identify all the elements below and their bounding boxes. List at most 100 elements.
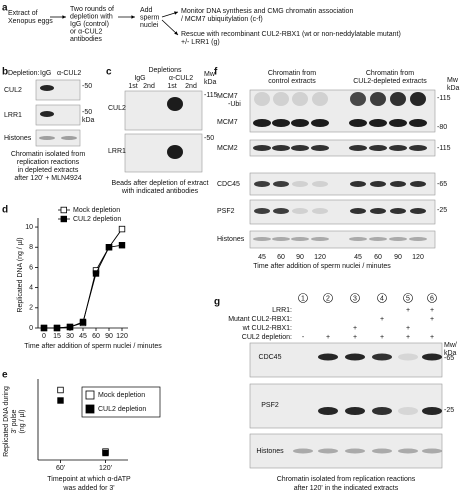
legend-label: CUL2 depletion: [98, 406, 146, 413]
blot-band: [422, 353, 442, 361]
row-label: MCM2: [217, 145, 238, 152]
blot-band: [312, 181, 328, 187]
label: IgG: [134, 75, 145, 82]
y-tick-label: 8: [29, 244, 33, 251]
blot-band: [370, 181, 386, 187]
blot-band: [389, 145, 407, 151]
lane-label: 45: [258, 254, 266, 261]
arrow: [161, 19, 179, 36]
blot-band: [398, 407, 418, 415]
blot-panel: [124, 133, 203, 173]
data-point: [79, 318, 87, 326]
blot-band: [390, 208, 406, 214]
condition-mark: +: [353, 325, 357, 332]
y-tick-label: 4: [29, 284, 33, 291]
outcome-text: +/- LRR1 (g): [181, 39, 220, 46]
label: -50: [82, 109, 92, 116]
blot-band: [410, 181, 426, 187]
panel-label: e: [2, 370, 8, 381]
caption: after 120' + MLN4924: [14, 175, 81, 182]
condition-mark: +: [326, 334, 330, 341]
panel-label: b: [2, 67, 8, 78]
data-point: [92, 270, 100, 277]
blot-band: [272, 145, 290, 151]
lane-label: 2nd: [143, 83, 155, 90]
row-label: Histones: [4, 135, 32, 142]
row-label: CUL2 depletion:: [242, 334, 292, 341]
x-tick-label: 0: [42, 333, 46, 340]
lane-label: 45: [354, 254, 362, 261]
series-line: [44, 244, 123, 329]
label: -50: [204, 135, 214, 142]
blot-band: [40, 85, 54, 91]
data-point: [102, 449, 109, 457]
group-header: Chromatin from: [366, 70, 414, 77]
step-text: nuclei: [140, 22, 159, 29]
step-text: antibodies: [70, 36, 102, 43]
condition-number: 5: [406, 295, 410, 302]
step-text: Add: [140, 7, 153, 14]
blot-panel: [124, 90, 203, 131]
caption: Chromatin isolated from replication reac…: [277, 476, 416, 483]
lane-label: 120: [314, 254, 326, 261]
condition-mark: -: [302, 334, 305, 341]
row-label: CDC45: [217, 181, 240, 188]
blot-band: [292, 208, 308, 214]
blot-band: [345, 448, 365, 454]
row-label: PSF2: [217, 208, 235, 215]
y-tick-label: 6: [29, 264, 33, 271]
outcome-text: / MCM7 ubiquitylation (c-f): [181, 16, 263, 23]
label: -50: [82, 83, 92, 90]
data-point: [66, 323, 74, 331]
legend-label: Mock depletion: [73, 207, 120, 214]
step-text: IgG (control): [70, 21, 109, 28]
row-label: wt CUL2-RBX1:: [242, 325, 292, 332]
blot-band: [350, 92, 366, 106]
blot-band: [369, 145, 387, 151]
x-tick-label: 120': [99, 465, 112, 472]
blot-band: [372, 407, 392, 415]
row-label: CDC45: [259, 354, 282, 361]
legend-label: CUL2 depletion: [73, 216, 121, 223]
y-axis-label: Replicated DNA during: [3, 386, 10, 457]
blot-panel: [35, 104, 81, 126]
lane-label: 60: [277, 254, 285, 261]
blot-panel: [249, 433, 443, 469]
x-axis-label: was added for 3': [62, 485, 114, 492]
blot-band: [254, 92, 270, 106]
label: α-CUL2: [169, 75, 193, 82]
row-label: Histones: [256, 448, 284, 455]
caption: in depleted extracts: [18, 167, 79, 174]
label: -65: [444, 355, 454, 362]
lane-label: 90: [394, 254, 402, 261]
blot-band: [291, 145, 309, 151]
y-tick-label: 2: [29, 305, 33, 312]
label: kDa: [444, 350, 457, 357]
group-header: CUL2-depleted extracts: [353, 78, 427, 85]
blot-band: [254, 181, 270, 187]
condition-number: 2: [326, 295, 330, 302]
step-text: Two rounds of: [70, 6, 114, 13]
blot-band: [291, 119, 309, 127]
condition-mark: +: [406, 325, 410, 332]
y-axis-label: Replicated DNA (ng / µl): [17, 237, 24, 312]
blot-band: [312, 208, 328, 214]
condition-circle: [298, 293, 308, 303]
blot-panel: [249, 342, 443, 378]
lane-label: 1st: [128, 83, 137, 90]
caption: after 120' in the indicated extracts: [294, 485, 399, 492]
x-tick-label: 30: [66, 333, 74, 340]
blot-band: [273, 92, 289, 106]
row-label: LRR1:: [272, 307, 292, 314]
outcome-text: Monitor DNA synthesis and CMG chromatin …: [181, 8, 353, 15]
data-point: [40, 324, 48, 332]
row-label: PSF2: [261, 402, 279, 409]
condition-number: 3: [353, 295, 357, 302]
x-tick-label: 90: [105, 333, 113, 340]
data-point: [57, 397, 64, 404]
condition-number: 4: [380, 295, 384, 302]
label: Mw: [447, 77, 459, 84]
blot-band: [369, 237, 387, 241]
blot-band: [292, 92, 308, 106]
